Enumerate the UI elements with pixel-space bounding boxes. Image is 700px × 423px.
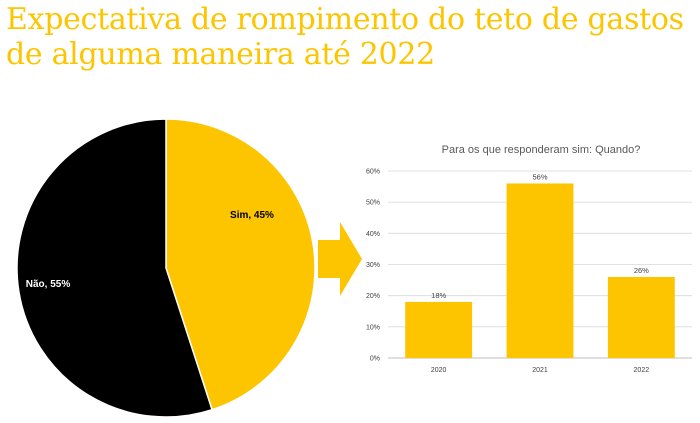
- bar-2022: [607, 276, 675, 358]
- x-tick-label: 2022: [634, 367, 650, 374]
- y-tick-label: 10%: [366, 324, 380, 331]
- bar-chart-title: Para os que responderam sim: Quando?: [442, 144, 641, 156]
- data-label: 18%: [431, 291, 446, 300]
- page-title: Expectativa de rompimento do teto de gas…: [6, 2, 684, 72]
- x-tick-label: 2021: [532, 367, 548, 374]
- x-tick-label: 2020: [431, 367, 447, 374]
- pie-chart: Sim, 45% Não, 55%: [16, 118, 316, 418]
- y-tick-label: 30%: [366, 262, 380, 269]
- y-tick-label: 50%: [366, 200, 380, 207]
- bar-2020: [405, 301, 473, 358]
- pie-label: Não, 55%: [26, 279, 71, 290]
- y-tick-label: 60%: [366, 169, 380, 176]
- right-arrow-icon: [318, 222, 362, 296]
- y-tick-label: 40%: [366, 231, 380, 238]
- data-label: 56%: [532, 172, 547, 181]
- bar-chart: Para os que responderam sim: Quando? 0% 1…: [366, 144, 692, 374]
- pie-slice-no: [16, 118, 213, 418]
- pie-label: Sim, 45%: [230, 210, 274, 221]
- bar-2021: [506, 183, 574, 358]
- y-tick-label: 20%: [366, 293, 380, 300]
- data-label: 26%: [634, 266, 649, 275]
- pie-slice-sim: [165, 118, 316, 411]
- y-tick-label: 0%: [370, 356, 380, 363]
